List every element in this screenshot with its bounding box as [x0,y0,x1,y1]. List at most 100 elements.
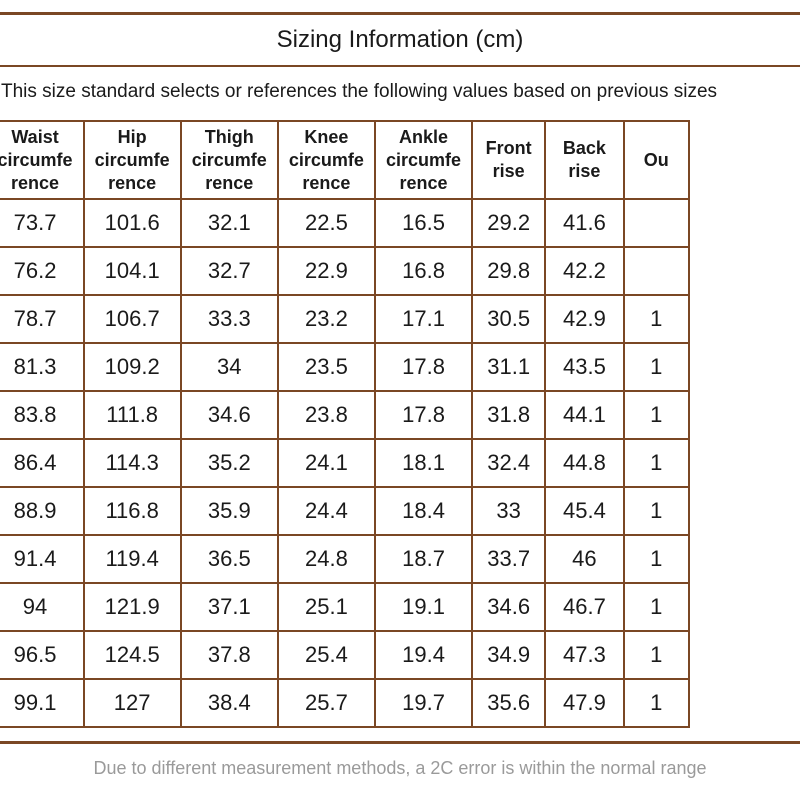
page-title: Sizing Information (cm) [276,26,524,53]
measurement-cell: 33.7 [471,534,547,584]
measurement-cell: 23.8 [276,390,376,440]
measurement-cell: 104.1 [82,246,182,296]
measurement-cell: 86.4 [0,438,85,488]
measurement-cell: 23.2 [276,294,376,344]
column-header-line: rise [568,161,601,181]
measurement-cell: 34 [179,342,279,392]
measurement-cell: 33 [471,486,547,536]
measurement-cell: 29.8 [471,246,547,296]
measurement-cell: 1 [622,486,691,536]
measurement-cell: 17.1 [373,294,474,344]
column-header-line: circumfe [0,149,73,170]
measurement-cell: 17.8 [373,390,474,440]
title-divider [0,65,800,67]
measurement-cell: 47.3 [544,630,625,680]
measurement-cell: 106.7 [82,294,182,344]
measurement-cell: 45.4 [544,486,625,536]
measurement-cell: 46 [544,534,625,584]
measurement-cell: 41.6 [544,198,625,248]
measurement-cell [622,246,691,296]
measurement-cell: 116.8 [82,486,182,536]
measurement-cell: 25.4 [276,630,376,680]
subtitle-text: This size standard selects or references… [1,81,718,102]
measurement-cell: 16.5 [373,198,474,248]
column-header-line: Thigh [204,126,254,147]
measurement-cell [622,198,691,248]
column-header-line: Ankle [399,126,449,147]
measurement-cell: 78.7 [0,294,85,344]
measurement-cell: 31.8 [471,390,547,440]
measurement-cell: 34.6 [471,582,547,632]
table-row: 96.5 124.5 37.8 25.4 19.4 34.9 47.3 1 [0,630,691,680]
measurement-cell: 73.7 [0,198,85,248]
column-header: Knee circumfe rence [276,120,376,200]
measurement-cell: 30.5 [471,294,547,344]
measurement-cell: 19.1 [373,582,474,632]
column-header-line: circumfe [191,149,267,170]
measurement-cell: 19.4 [373,630,474,680]
measurement-cell: 1 [622,294,691,344]
measurement-cell: 94 [0,582,85,632]
measurement-cell: 22.5 [276,198,376,248]
measurement-cell: 34.9 [471,630,547,680]
table-header-row: ertWaistcircumferenceHipcircumferenceThi… [0,120,691,200]
measurement-cell: 35.9 [179,486,279,536]
column-header: Hip circumfe rence [82,120,182,200]
measurement-cell: 114.3 [82,438,182,488]
measurement-cell: 35.6 [471,678,547,728]
measurement-cell: 43.5 [544,342,625,392]
table-row: 81.3 109.2 34 23.5 17.8 31.1 43.5 1 [0,342,691,392]
measurement-cell: 17.8 [373,342,474,392]
measurement-cell: 19.7 [373,678,474,728]
column-header-line: rence [11,172,60,193]
measurement-cell: 44.8 [544,438,625,488]
measurement-cell: 18.7 [373,534,474,584]
table-row: 86.4 114.3 35.2 24.1 18.1 32.4 44.8 1 [0,438,691,488]
measurement-cell: 33.3 [179,294,279,344]
column-header: Ou [622,120,691,200]
measurement-cell: 127 [82,678,182,728]
column-header-line: Knee [304,126,349,147]
measurement-cell: 24.4 [276,486,376,536]
measurement-cell: 1 [622,390,691,440]
measurement-cell: 37.1 [179,582,279,632]
column-header: Thigh circumfe rence [179,120,279,200]
measurement-cell: 91.4 [0,534,85,584]
measurement-cell: 119.4 [82,534,182,584]
measurement-cell: 83.8 [0,390,85,440]
measurement-cell: 1 [622,678,691,728]
measurement-cell: 22.9 [276,246,376,296]
table-body: 73.7 101.6 32.1 22.5 16.5 29.2 41.6 76.2 104.1 32… [0,198,691,728]
measurement-cell: 47.9 [544,678,625,728]
table-row: 76.2 104.1 32.7 22.9 16.8 29.8 42.2 [0,246,691,296]
measurement-cell: 35.2 [179,438,279,488]
measurement-cell: 24.1 [276,438,376,488]
measurement-cell: 18.1 [373,438,474,488]
measurement-cell: 32.4 [471,438,547,488]
measurement-cell: 16.8 [373,246,474,296]
measurement-cell: 29.2 [471,198,547,248]
measurement-cell: 96.5 [0,630,85,680]
sizing-table: ertWaistcircumferenceHipcircumferenceThi… [0,120,691,728]
column-header-line: Ou [643,149,669,170]
measurement-cell: 31.1 [471,342,547,392]
measurement-cell: 32.7 [179,246,279,296]
measurement-cell: 25.7 [276,678,376,728]
measurement-cell: 25.1 [276,582,376,632]
measurement-cell: 124.5 [82,630,182,680]
measurement-cell: 32.1 [179,198,279,248]
measurement-cell: 109.2 [82,342,182,392]
column-header-line: rence [399,172,448,193]
measurement-cell: 46.7 [544,582,625,632]
column-header-line: Waist [11,126,59,147]
table-row: 94 121.9 37.1 25.1 19.1 34.6 46.7 1 [0,582,691,632]
measurement-cell: 1 [622,534,691,584]
table-row: 91.4 119.4 36.5 24.8 18.7 33.7 46 1 [0,534,691,584]
measurement-cell: 23.5 [276,342,376,392]
measurement-cell: 1 [622,582,691,632]
measurement-cell: 99.1 [0,678,85,728]
footer-note: Due to different measurement methods, a … [93,758,707,778]
column-header: Ankle circumfe rence [373,120,474,200]
measurement-cell: 111.8 [82,390,182,440]
